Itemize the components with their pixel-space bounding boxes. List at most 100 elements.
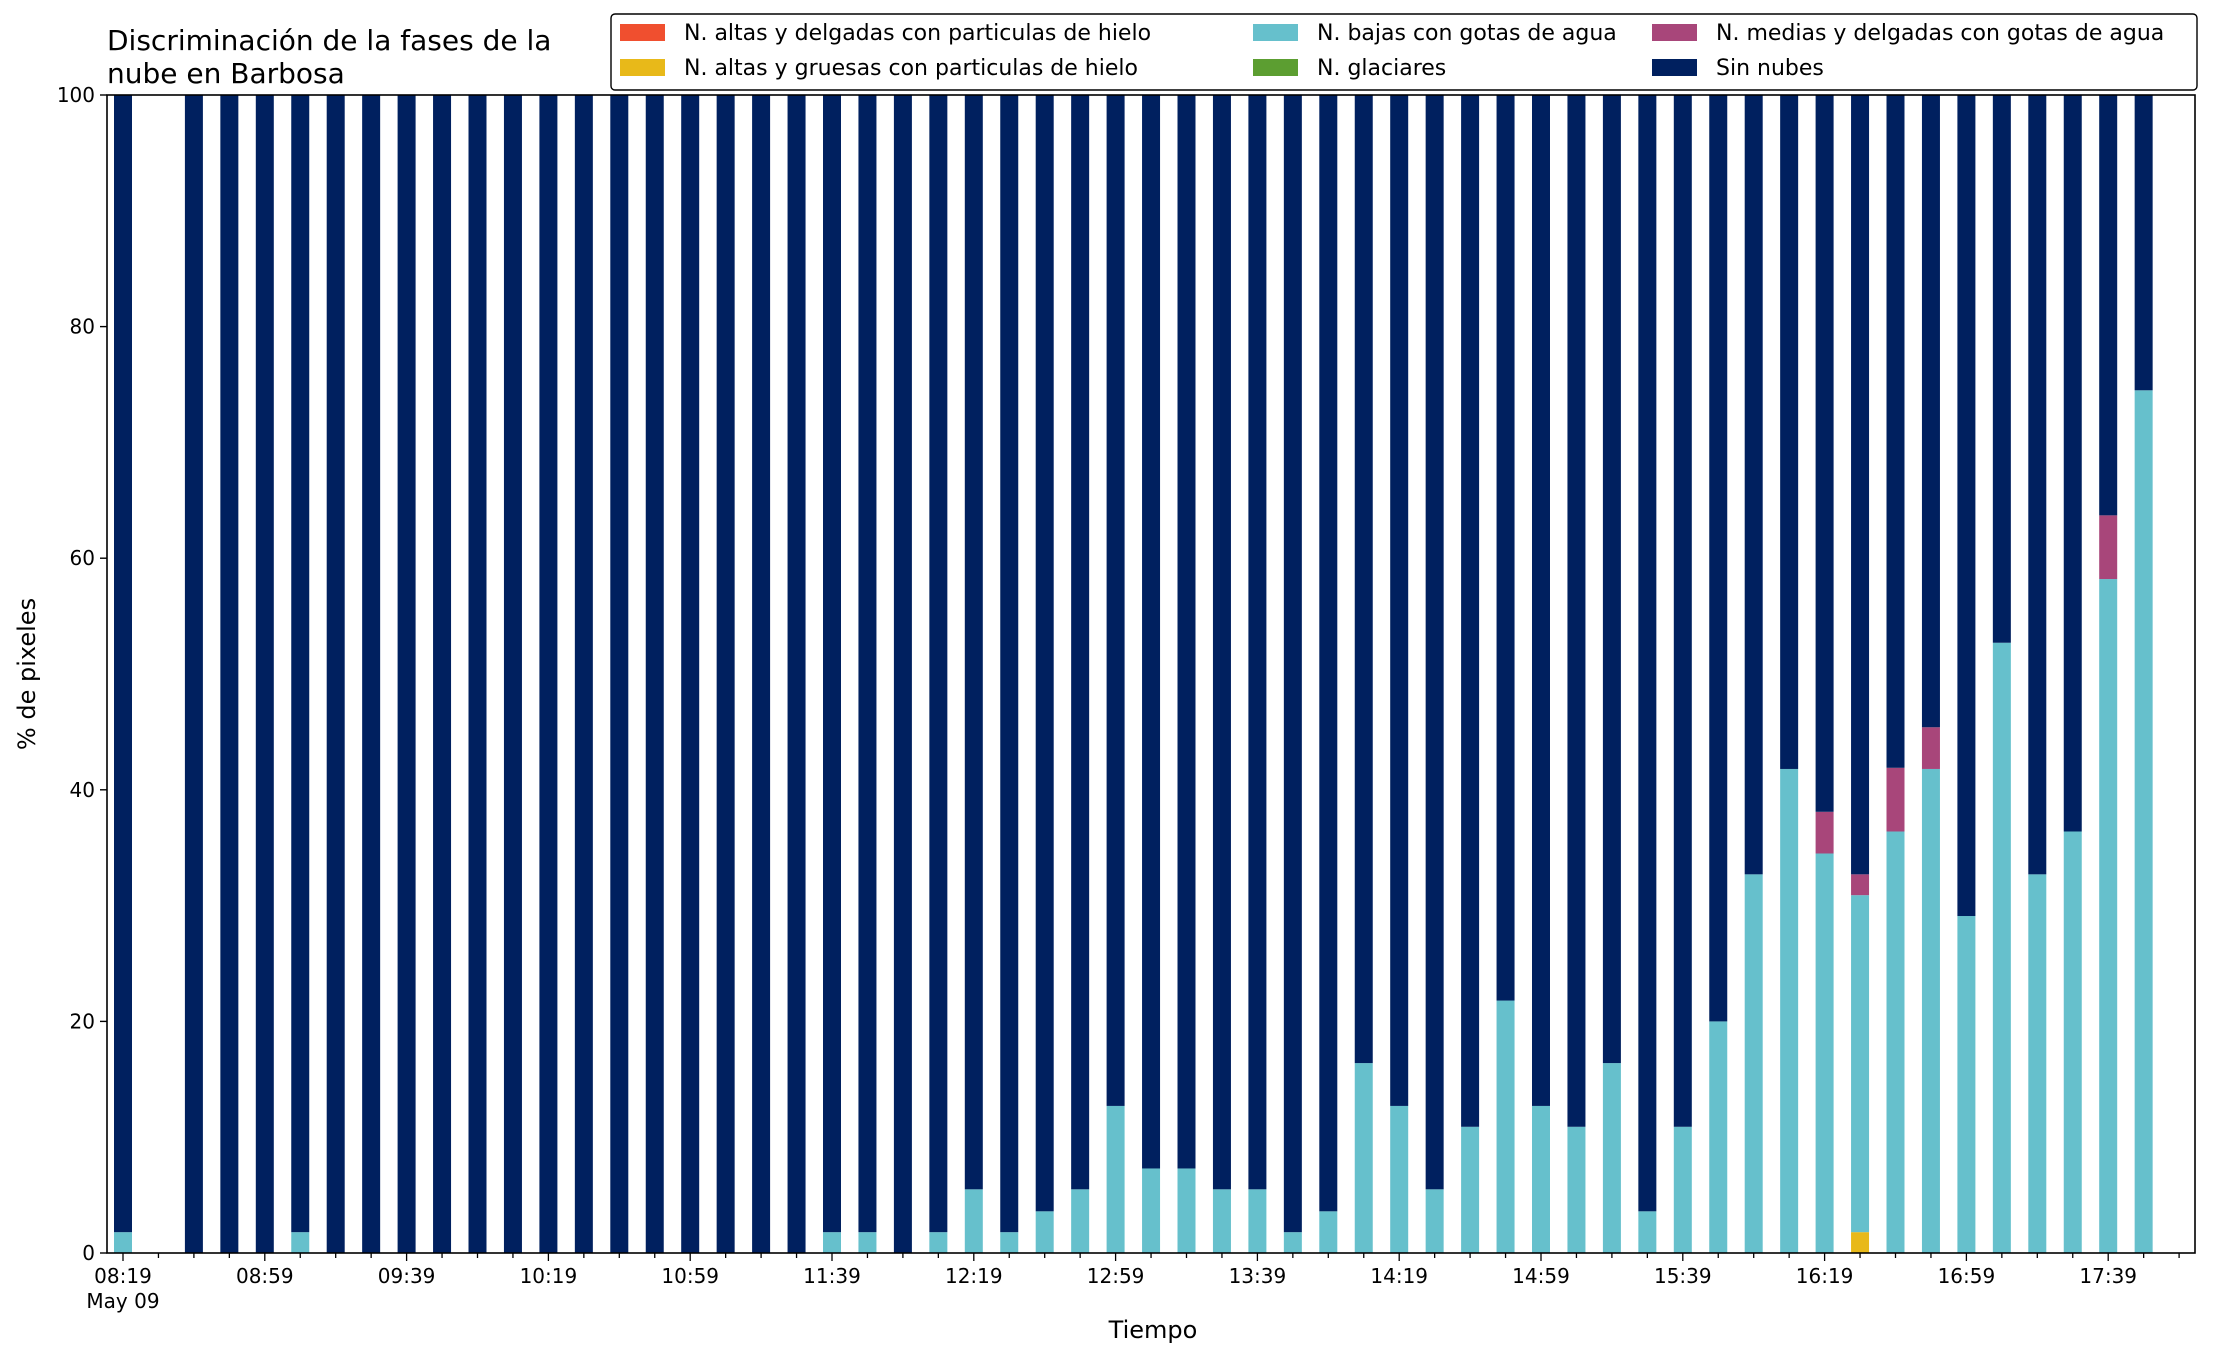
bar-segment-5-49 — [1851, 95, 1870, 875]
bar-segment-5-26 — [1035, 95, 1054, 1212]
y-tick-label: 20 — [70, 1009, 95, 1033]
bar-segment-2-42 — [1602, 1063, 1621, 1253]
bar-segment-5-47 — [1780, 95, 1799, 769]
x-axis-title: Tiempo — [1108, 1316, 1198, 1344]
bars-layer — [114, 95, 2153, 1253]
x-tick-label: 10:19 — [520, 1264, 578, 1288]
bar-segment-5-33 — [1283, 95, 1302, 1233]
bar-segment-2-30 — [1177, 1168, 1196, 1253]
legend-box — [610, 13, 2198, 91]
x-tick-label: 16:59 — [1938, 1264, 1996, 1288]
bar-segment-5-44 — [1673, 95, 1692, 1127]
bar-segment-5-45 — [1709, 95, 1728, 1022]
bar-segment-5-27 — [1071, 95, 1090, 1190]
y-tick-label: 40 — [70, 778, 95, 802]
bar-segment-5-31 — [1212, 95, 1231, 1190]
y-tick-label: 0 — [82, 1241, 95, 1265]
bar-segment-5-54 — [2028, 95, 2047, 875]
bar-segment-2-57 — [2134, 390, 2153, 1253]
bar-segment-2-46 — [1744, 874, 1763, 1253]
bar-segment-5-57 — [2134, 95, 2153, 391]
x-tick-label: 17:39 — [2079, 1264, 2137, 1288]
bar-segment-5-16 — [681, 95, 700, 1253]
y-tick-label: 80 — [70, 315, 95, 339]
bar-segment-2-41 — [1567, 1126, 1586, 1253]
x-tick-label: 14:19 — [1370, 1264, 1428, 1288]
bar-segment-2-50 — [1886, 831, 1905, 1253]
bar-segment-5-50 — [1886, 95, 1905, 768]
bar-segment-5-7 — [362, 95, 381, 1253]
bar-segment-5-20 — [823, 95, 841, 1233]
y-tick-label: 100 — [57, 83, 95, 107]
bar-segment-5-23 — [929, 95, 948, 1233]
bar-segment-5-4 — [255, 95, 274, 1253]
bar-segment-2-34 — [1319, 1211, 1338, 1253]
bar-segment-5-24 — [964, 95, 983, 1190]
bar-segment-2-27 — [1071, 1189, 1090, 1253]
legend-label: N. altas y delgadas con particulas de hi… — [684, 21, 1151, 46]
bar-segment-5-17 — [716, 95, 735, 1253]
bar-segment-4-49 — [1851, 874, 1870, 896]
bar-segment-2-25 — [1000, 1232, 1019, 1253]
bar-segment-5-3 — [220, 95, 239, 1253]
bar-segment-5-13 — [574, 95, 593, 1253]
bar-segment-2-39 — [1496, 1000, 1515, 1253]
legend-label: N. medias y delgadas con gotas de agua — [1716, 21, 2164, 46]
bar-segment-2-5 — [291, 1232, 310, 1253]
bar-segment-5-56 — [2099, 95, 2118, 516]
bar-segment-2-28 — [1106, 1105, 1125, 1253]
legend-swatch — [1253, 59, 1298, 76]
bar-segment-2-35 — [1354, 1063, 1373, 1253]
bar-segment-5-40 — [1532, 95, 1550, 1106]
bar-segment-5-0 — [114, 95, 132, 1233]
bar-segment-5-8 — [397, 95, 416, 1253]
bar-segment-4-56 — [2099, 515, 2118, 580]
bar-segment-2-49 — [1851, 895, 1870, 1233]
x-tick-label: 10:59 — [661, 1264, 719, 1288]
bar-segment-5-15 — [645, 95, 664, 1253]
bar-segment-2-38 — [1461, 1126, 1480, 1253]
bar-segment-5-48 — [1815, 95, 1834, 812]
bar-segment-5-41 — [1567, 95, 1586, 1127]
bar-segment-5-2 — [184, 95, 203, 1253]
bar-segment-5-39 — [1496, 95, 1515, 1001]
bar-segment-2-45 — [1709, 1021, 1728, 1253]
y-axis-title: % de pixeles — [13, 598, 41, 750]
bar-segment-2-55 — [2063, 831, 2082, 1253]
bar-segment-5-14 — [610, 95, 629, 1253]
bar-segment-4-48 — [1815, 811, 1834, 854]
bar-segment-5-42 — [1602, 95, 1621, 1064]
bar-segment-5-46 — [1744, 95, 1763, 875]
y-tick-label: 60 — [70, 546, 95, 570]
bar-segment-5-9 — [433, 95, 452, 1253]
bar-segment-2-44 — [1673, 1126, 1692, 1253]
bar-segment-2-37 — [1425, 1189, 1444, 1253]
legend-swatch — [620, 24, 665, 41]
bar-segment-2-40 — [1532, 1105, 1550, 1253]
bar-segment-2-52 — [1957, 916, 1976, 1253]
bar-segment-5-22 — [893, 95, 912, 1253]
x-tick-label: 14:59 — [1512, 1264, 1570, 1288]
legend-label: N. bajas con gotas de agua — [1317, 21, 1617, 46]
bar-segment-5-37 — [1425, 95, 1444, 1190]
x-tick-label: 16:19 — [1796, 1264, 1854, 1288]
x-tick-label: 12:59 — [1087, 1264, 1145, 1288]
x-tick-label: 08:59 — [236, 1264, 294, 1288]
bar-segment-5-34 — [1319, 95, 1338, 1212]
bar-segment-5-6 — [326, 95, 345, 1253]
bar-segment-2-23 — [929, 1232, 948, 1253]
bar-segment-2-20 — [823, 1232, 841, 1253]
bar-segment-2-21 — [858, 1232, 877, 1253]
legend-swatch — [1652, 24, 1697, 41]
bar-segment-2-26 — [1035, 1211, 1054, 1253]
x-axis: 08:19 08:59 09:39 10:19 10:59 11:39 12:19 12:59… — [86, 1253, 2180, 1313]
bar-segment-5-10 — [468, 95, 487, 1253]
x-tick-label: 12:19 — [945, 1264, 1003, 1288]
bar-segment-2-24 — [964, 1189, 983, 1253]
legend-label: N. glaciares — [1317, 56, 1446, 81]
bar-segment-2-54 — [2028, 874, 2047, 1253]
bar-segment-5-21 — [858, 95, 877, 1233]
bar-segment-5-19 — [787, 95, 806, 1253]
bar-segment-2-29 — [1142, 1168, 1161, 1253]
